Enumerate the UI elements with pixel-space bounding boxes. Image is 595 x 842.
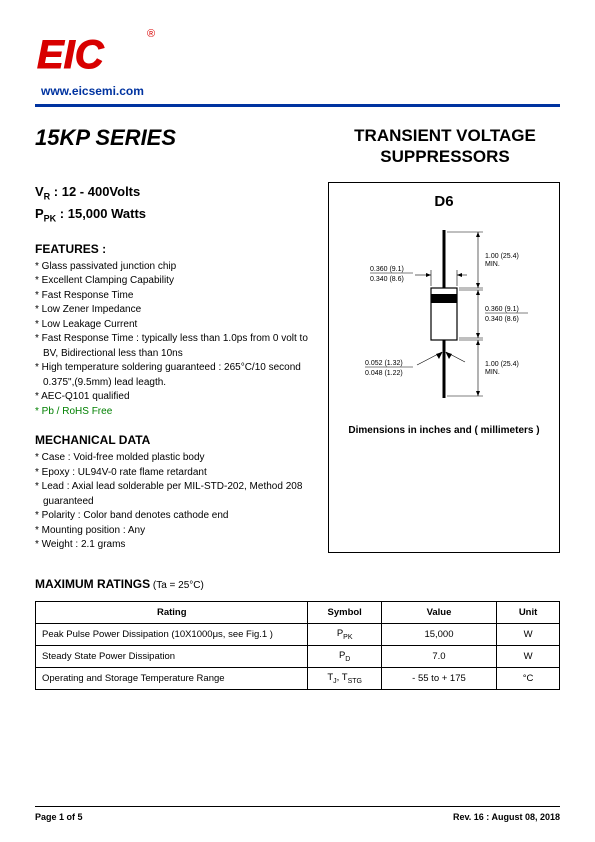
svg-text:0.340 (8.6): 0.340 (8.6)	[370, 276, 404, 283]
svg-text:0.360 (9.1): 0.360 (9.1)	[485, 306, 519, 313]
registered-mark: ®	[147, 28, 155, 40]
cell-symbol: TJ, TSTG	[308, 667, 381, 689]
svg-text:MIN.: MIN.	[485, 261, 500, 268]
svg-text:0.052 (1.32): 0.052 (1.32)	[365, 360, 403, 367]
mechanical-list: * Case : Void-free molded plastic body *…	[35, 451, 315, 553]
package-drawing: 0.360 (9.1) 0.340 (8.6) 1.00 (25.4) MIN.…	[335, 220, 553, 410]
diagram-caption: Dimensions in inches and ( millimeters )	[335, 425, 553, 436]
feature-item: * Fast Response Time	[35, 289, 315, 304]
svg-text:0.360 (9.1): 0.360 (9.1)	[370, 266, 404, 273]
svg-text:EIC: EIC	[37, 33, 105, 77]
feature-item: * Low Zener Impedance	[35, 303, 315, 318]
cell-rating: Operating and Storage Temperature Range	[36, 667, 308, 689]
ratings-heading-text: MAXIMUM RATINGS	[35, 577, 150, 591]
mech-item: * Weight : 2.1 grams	[35, 538, 315, 553]
svg-text:0.048 (1.22): 0.048 (1.22)	[365, 370, 403, 377]
table-row: Steady State Power Dissipation PD 7.0 W	[36, 645, 560, 667]
mech-item: * Epoxy : UL94V-0 rate flame retardant	[35, 466, 315, 481]
svg-text:MIN.: MIN.	[485, 369, 500, 376]
col-value: Value	[381, 601, 496, 623]
table-row: Operating and Storage Temperature Range …	[36, 667, 560, 689]
features-heading: FEATURES :	[35, 242, 315, 256]
product-title: TRANSIENT VOLTAGE SUPPRESSORS	[330, 125, 560, 168]
svg-text:0.340 (8.6): 0.340 (8.6)	[485, 316, 519, 323]
left-column: VR : 12 - 400Volts PPK : 15,000 Watts FE…	[35, 182, 315, 553]
table-row: Peak Pulse Power Dissipation (10X1000μs,…	[36, 623, 560, 645]
cell-value: 7.0	[381, 645, 496, 667]
diagram-title: D6	[335, 193, 553, 210]
cell-rating: Peak Pulse Power Dissipation (10X1000μs,…	[36, 623, 308, 645]
features-list: * Glass passivated junction chip * Excel…	[35, 260, 315, 420]
page-footer: Page 1 of 5 Rev. 16 : August 08, 2018	[35, 806, 560, 822]
cell-symbol: PPK	[308, 623, 381, 645]
cell-value: 15,000	[381, 623, 496, 645]
cell-unit: W	[497, 623, 560, 645]
svg-text:1.00 (25.4): 1.00 (25.4)	[485, 253, 519, 260]
table-header-row: Rating Symbol Value Unit	[36, 601, 560, 623]
header: EIC ®	[35, 30, 560, 80]
cell-value: - 55 to + 175	[381, 667, 496, 689]
mech-item: * Case : Void-free molded plastic body	[35, 451, 315, 466]
feature-item-rohs: * Pb / RoHS Free	[35, 405, 315, 420]
specs-block: VR : 12 - 400Volts PPK : 15,000 Watts	[35, 182, 315, 226]
website-link[interactable]: www.eicsemi.com	[41, 84, 560, 98]
revision-date: Rev. 16 : August 08, 2018	[453, 812, 560, 822]
mech-item: * Mounting position : Any	[35, 524, 315, 539]
feature-item: * Glass passivated junction chip	[35, 260, 315, 275]
ratings-heading: MAXIMUM RATINGS (Ta = 25°C)	[35, 577, 560, 591]
cell-symbol: PD	[308, 645, 381, 667]
mechanical-heading: MECHANICAL DATA	[35, 433, 315, 447]
product-title-line2: SUPPRESSORS	[380, 147, 509, 166]
series-title: 15KP SERIES	[35, 125, 176, 151]
ppk-sub: PK	[44, 213, 57, 223]
content-row: VR : 12 - 400Volts PPK : 15,000 Watts FE…	[35, 182, 560, 553]
col-rating: Rating	[36, 601, 308, 623]
mech-item: * Polarity : Color band denotes cathode …	[35, 509, 315, 524]
ratings-table: Rating Symbol Value Unit Peak Pulse Powe…	[35, 601, 560, 690]
ppk-value: : 15,000 Watts	[56, 206, 146, 221]
col-symbol: Symbol	[308, 601, 381, 623]
header-divider	[35, 104, 560, 107]
cell-unit: W	[497, 645, 560, 667]
cell-rating: Steady State Power Dissipation	[36, 645, 308, 667]
feature-item: * Excellent Clamping Capability	[35, 274, 315, 289]
vr-label: V	[35, 184, 44, 199]
title-row: 15KP SERIES TRANSIENT VOLTAGE SUPPRESSOR…	[35, 125, 560, 168]
col-unit: Unit	[497, 601, 560, 623]
cell-unit: °C	[497, 667, 560, 689]
ppk-label: P	[35, 206, 44, 221]
package-diagram: D6 0.360 (9.1) 0.340 (8.6)	[328, 182, 560, 553]
feature-item: * Low Leakage Current	[35, 318, 315, 333]
eic-logo: EIC	[35, 30, 145, 80]
svg-text:1.00 (25.4): 1.00 (25.4)	[485, 361, 519, 368]
product-title-line1: TRANSIENT VOLTAGE	[354, 126, 536, 145]
feature-item: * Fast Response Time : typically less th…	[35, 332, 315, 361]
mech-item: * Lead : Axial lead solderable per MIL-S…	[35, 480, 315, 509]
feature-item: * High temperature soldering guaranteed …	[35, 361, 315, 390]
ratings-condition: (Ta = 25°C)	[150, 580, 204, 591]
vr-value: : 12 - 400Volts	[50, 184, 140, 199]
page-number: Page 1 of 5	[35, 812, 83, 822]
feature-item: * AEC-Q101 qualified	[35, 390, 315, 405]
